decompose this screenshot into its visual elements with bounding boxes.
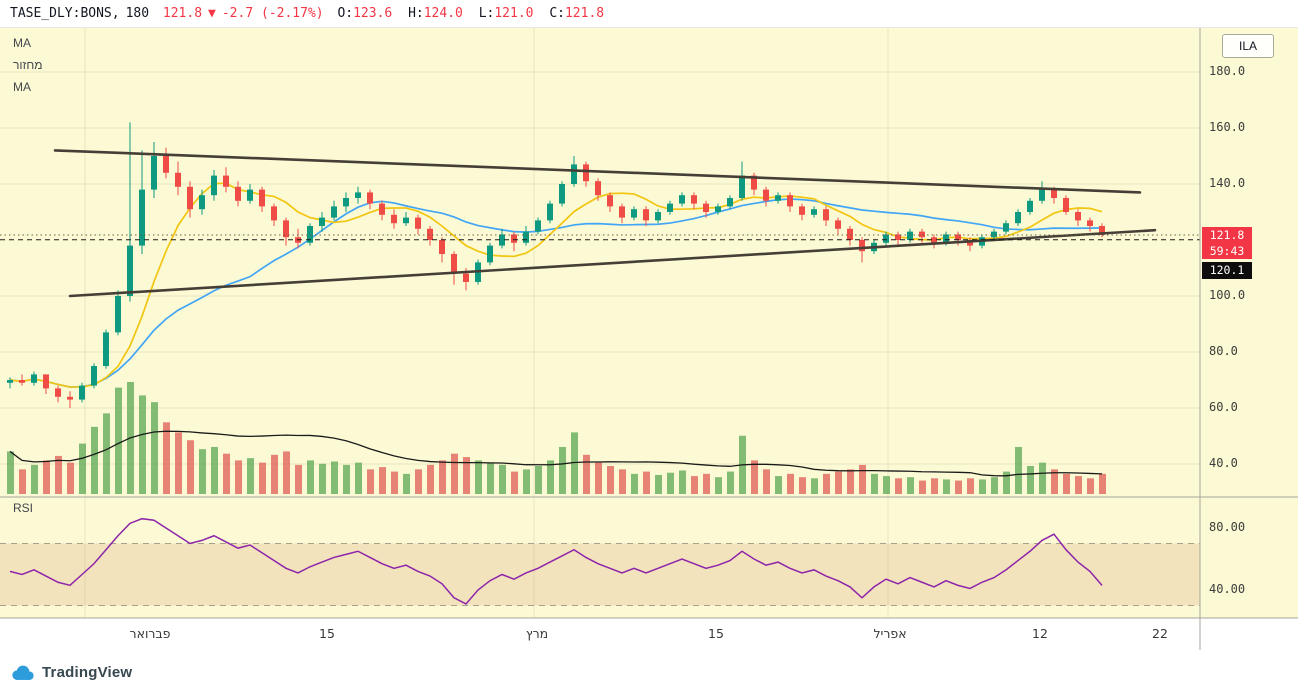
symbol-title[interactable]: TASE_DLY:BONS, [10,6,120,21]
legend-ma-fast[interactable]: MA [13,36,31,50]
cloud-logo-icon [12,665,34,680]
currency-toggle-button[interactable]: ILA [1222,34,1274,58]
brand-name: TradingView [42,664,133,681]
legend-ma-slow[interactable]: MA [13,80,31,94]
last-price: 121.8 [162,6,203,21]
open-value: O:123.6 [337,6,393,21]
chart-header: TASE_DLY:BONS, 180 121.8 ▼ -2.7 (-2.17%) O:… [0,0,1298,28]
legend-volume[interactable]: מחזור [13,58,43,72]
chart-background [0,28,1298,618]
high-value: H:124.0 [408,6,463,21]
tradingview-logo[interactable]: TradingView [10,664,132,681]
low-value: L:121.0 [478,6,534,21]
interval-label[interactable]: 180 [125,6,150,21]
down-arrow-icon: ▼ [208,6,216,21]
price-change: -2.7 (-2.17%) [221,6,324,21]
close-value: C:121.8 [549,6,605,21]
